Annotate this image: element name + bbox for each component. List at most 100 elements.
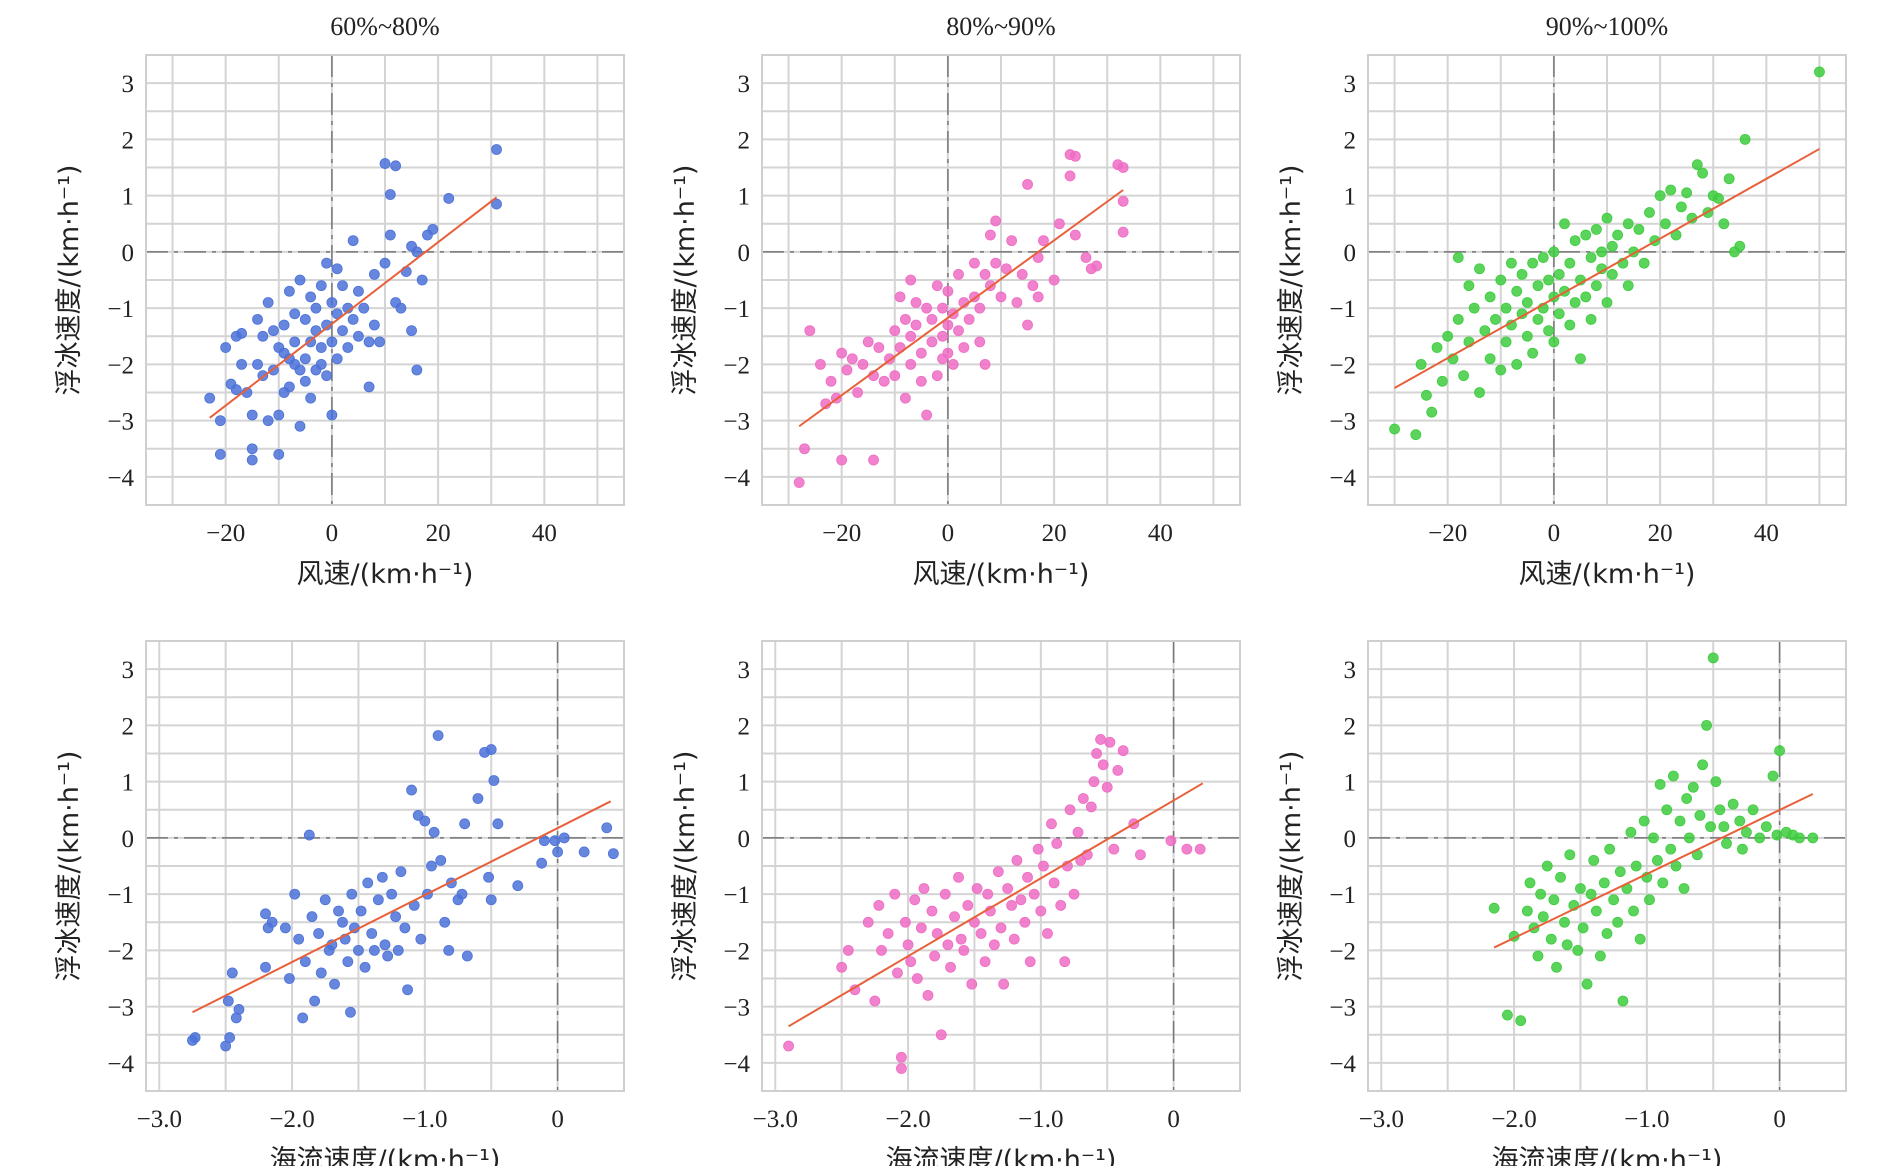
data-point bbox=[1415, 358, 1427, 370]
data-point bbox=[1080, 252, 1092, 263]
data-point bbox=[402, 984, 413, 996]
data-point bbox=[400, 266, 412, 277]
data-point bbox=[984, 229, 996, 241]
data-point bbox=[1660, 218, 1671, 230]
data-point bbox=[293, 933, 305, 945]
data-point bbox=[289, 888, 301, 900]
data-point bbox=[998, 978, 1010, 990]
data-point bbox=[909, 894, 921, 906]
data-point bbox=[427, 223, 439, 235]
data-point bbox=[347, 235, 359, 247]
data-point bbox=[873, 342, 885, 353]
data-point bbox=[1515, 1015, 1527, 1027]
data-point bbox=[905, 274, 917, 286]
data-point bbox=[918, 883, 930, 894]
data-point bbox=[1561, 939, 1573, 951]
x-tick-label: 0 bbox=[1773, 1106, 1786, 1133]
data-point bbox=[536, 857, 548, 869]
x-axis-label: 风速/(km·h⁻¹) bbox=[1519, 559, 1696, 590]
data-point bbox=[1652, 854, 1663, 866]
data-point bbox=[1617, 995, 1629, 1007]
data-point bbox=[303, 829, 315, 841]
data-point bbox=[873, 899, 885, 911]
data-point bbox=[278, 319, 290, 331]
data-point bbox=[273, 409, 285, 421]
data-point bbox=[1705, 821, 1716, 833]
y-tick-label: 2 bbox=[122, 127, 135, 154]
y-axis-label: 浮冰速度/(km·h⁻¹) bbox=[54, 165, 85, 396]
data-point bbox=[246, 443, 258, 455]
data-point bbox=[492, 818, 504, 830]
data-point bbox=[472, 793, 484, 804]
data-point bbox=[1594, 950, 1606, 962]
data-point bbox=[1484, 353, 1496, 365]
x-tick-label: −1.0 bbox=[1018, 1106, 1063, 1133]
data-point bbox=[783, 1040, 794, 1052]
data-point bbox=[390, 160, 402, 172]
data-point bbox=[1028, 888, 1040, 900]
data-point bbox=[1721, 838, 1732, 849]
data-point bbox=[939, 888, 951, 900]
data-point bbox=[283, 285, 295, 297]
y-tick-label: −2 bbox=[723, 352, 750, 379]
data-point bbox=[1468, 302, 1480, 314]
data-point bbox=[1532, 950, 1544, 962]
data-point bbox=[236, 358, 248, 370]
data-point bbox=[233, 1004, 245, 1015]
data-point bbox=[1644, 207, 1655, 218]
data-point bbox=[1590, 223, 1602, 235]
data-point bbox=[1500, 336, 1512, 348]
data-point bbox=[306, 911, 318, 923]
data-point bbox=[942, 347, 954, 359]
data-point bbox=[366, 928, 378, 939]
data-point bbox=[1532, 313, 1544, 325]
data-point bbox=[1458, 370, 1469, 382]
data-point bbox=[372, 894, 384, 906]
data-point bbox=[1601, 212, 1613, 224]
data-point bbox=[358, 302, 370, 314]
data-point bbox=[882, 928, 894, 939]
data-point bbox=[825, 375, 837, 387]
data-point bbox=[226, 967, 238, 979]
data-point bbox=[252, 358, 263, 370]
data-point bbox=[1117, 162, 1129, 173]
data-point bbox=[1585, 313, 1597, 325]
data-point bbox=[1741, 826, 1752, 838]
data-point bbox=[1051, 838, 1063, 849]
data-point bbox=[1002, 883, 1014, 894]
data-point bbox=[1426, 406, 1438, 418]
data-point bbox=[1767, 770, 1779, 782]
data-point bbox=[1771, 829, 1783, 841]
y-tick-label: −3 bbox=[723, 409, 750, 436]
data-point bbox=[411, 246, 423, 258]
data-point bbox=[900, 313, 911, 325]
data-point bbox=[406, 784, 417, 796]
data-point bbox=[299, 313, 311, 325]
data-point bbox=[491, 198, 502, 210]
data-point bbox=[1747, 804, 1759, 816]
data-point bbox=[915, 375, 927, 387]
y-tick-label: −1 bbox=[107, 296, 134, 323]
y-tick-label: 1 bbox=[738, 184, 751, 211]
data-point bbox=[443, 944, 455, 956]
data-point bbox=[331, 263, 343, 275]
data-point bbox=[1683, 832, 1695, 844]
data-point bbox=[326, 409, 338, 421]
data-point bbox=[321, 257, 332, 269]
data-point bbox=[1572, 944, 1584, 956]
y-tick-label: −2 bbox=[1329, 938, 1356, 965]
data-point bbox=[376, 871, 388, 883]
data-point bbox=[337, 280, 348, 292]
data-point bbox=[1068, 888, 1080, 900]
data-point bbox=[1697, 759, 1708, 771]
data-point bbox=[294, 364, 306, 376]
data-point bbox=[1452, 313, 1464, 325]
data-point bbox=[333, 905, 344, 917]
data-point bbox=[342, 342, 354, 353]
data-point bbox=[289, 336, 301, 348]
data-point bbox=[1551, 961, 1562, 973]
fit-line bbox=[788, 782, 1204, 1028]
data-point bbox=[1648, 832, 1659, 844]
data-point bbox=[1707, 652, 1719, 664]
data-point bbox=[299, 956, 311, 968]
